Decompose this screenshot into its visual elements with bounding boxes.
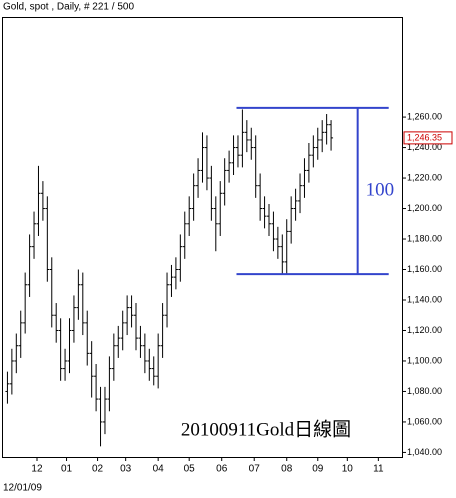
x-tick-label: 11	[373, 464, 384, 475]
x-tick-label: 03	[120, 464, 132, 475]
last-price-label: 1,246.35	[407, 132, 442, 142]
x-tick-label: 07	[249, 464, 261, 475]
x-tick-label: 05	[184, 464, 196, 475]
x-tick-label: 08	[281, 464, 293, 475]
annotation: 20100911Gold日線圖	[181, 418, 351, 440]
y-tick-label: 1,060.00	[407, 416, 442, 426]
x-tick-label: 06	[216, 464, 228, 475]
start-date: 12/01/09	[3, 483, 42, 494]
x-tick-label: 02	[92, 464, 104, 475]
level-label: 100	[366, 179, 395, 200]
x-tick-label: 10	[342, 464, 354, 475]
x-tick-label: 12	[31, 464, 43, 475]
x-tick-label: 04	[153, 464, 165, 475]
x-tick-label: 01	[61, 464, 73, 475]
y-tick-label: 1,160.00	[407, 264, 442, 274]
y-tick-label: 1,100.00	[407, 355, 442, 365]
y-tick-label: 1,200.00	[407, 203, 442, 213]
y-tick-label: 1,240.00	[407, 142, 442, 152]
x-tick-label: 09	[312, 464, 324, 475]
y-tick-label: 1,140.00	[407, 294, 442, 304]
chart-title: Gold, spot , Daily, # 221 / 500	[3, 2, 134, 13]
y-tick-label: 1,120.00	[407, 325, 442, 335]
y-tick-label: 1,040.00	[407, 447, 442, 457]
y-tick-label: 1,220.00	[407, 172, 442, 182]
y-tick-label: 1,180.00	[407, 233, 442, 243]
last-price-box	[403, 131, 453, 145]
y-tick-label: 1,260.00	[407, 111, 442, 121]
y-tick-label: 1,080.00	[407, 386, 442, 396]
plot-frame	[2, 17, 403, 458]
